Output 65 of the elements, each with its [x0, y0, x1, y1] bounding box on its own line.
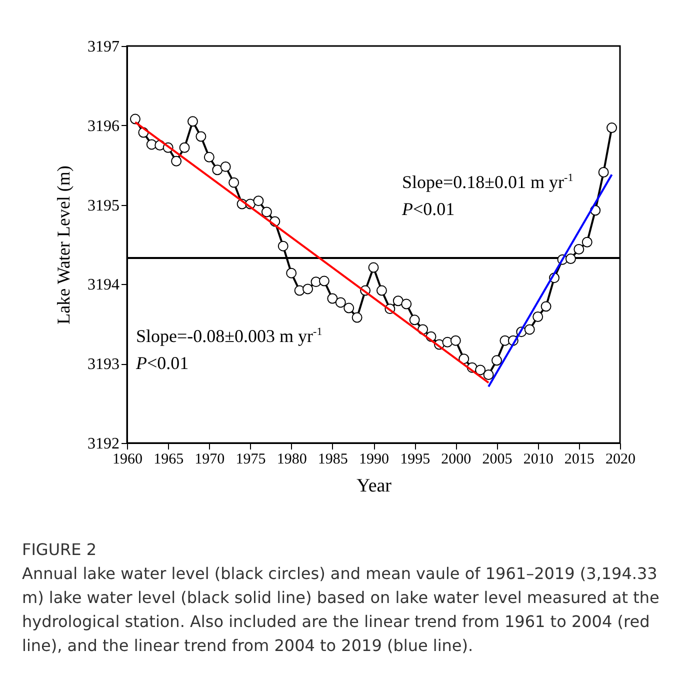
x-tick-label: 2005 — [482, 452, 512, 468]
point — [492, 355, 502, 366]
y-tick-label: 3194 — [88, 276, 120, 294]
x-tick-label: 2020 — [606, 452, 636, 468]
point — [475, 364, 486, 376]
x-tick-label: 1980 — [276, 452, 307, 468]
point — [318, 276, 330, 286]
point — [409, 314, 420, 326]
point — [286, 268, 297, 278]
annotation: Slope=0.18±0.01 m yr$^{-1}$ — [402, 172, 574, 193]
point — [532, 312, 544, 322]
x-tick-label: 1960 — [112, 452, 142, 468]
point — [401, 298, 412, 310]
y-tick-label: 3192 — [88, 436, 120, 452]
x-tick-label: 1990 — [359, 452, 389, 468]
point — [442, 336, 453, 348]
y-tick-label: 3193 — [88, 356, 120, 374]
point — [450, 335, 461, 346]
point — [187, 116, 198, 127]
point — [483, 369, 494, 380]
point — [196, 131, 206, 142]
caption: FIGURE 2 — [22, 539, 97, 561]
annotation: Slope=-0.08±0.003 m yr$^{-1}$ — [136, 326, 322, 347]
y-tick-label: 3197 — [88, 38, 120, 56]
point — [574, 244, 584, 254]
point — [344, 302, 354, 314]
point — [376, 285, 387, 296]
point — [392, 296, 404, 306]
point — [458, 354, 470, 364]
x-tick-label: 1970 — [194, 452, 225, 468]
annotation: P<0.01 — [402, 199, 455, 220]
point — [327, 293, 338, 304]
point — [352, 312, 362, 323]
x-tick-label: 1995 — [400, 452, 430, 468]
point — [565, 254, 576, 264]
point — [524, 324, 535, 335]
y-tick-label: 3195 — [88, 197, 120, 214]
point — [302, 284, 314, 294]
point — [368, 262, 379, 273]
point — [204, 152, 214, 162]
point — [228, 177, 240, 188]
y-axis-title: Lake Water Level (m) — [54, 166, 74, 324]
annotation: P<0.01 — [136, 353, 189, 374]
point — [606, 122, 618, 134]
text: Annual lake water level (black circles) and mean vaule of 1961–2019 (3,194.33 m) lake water level (black solid line) based on lake water level measured at the hydrological station. Also included are the linear trend from 1961 to 2004 (red line), and the linear trend from 2004 to 2019 (blue line). — [22, 563, 660, 657]
x-tick-label: 1975 — [236, 452, 266, 468]
point — [220, 161, 231, 172]
y-tick-label: 3196 — [88, 118, 120, 135]
point — [171, 156, 182, 166]
point — [212, 164, 223, 176]
point — [253, 196, 264, 206]
x-axis-title: Year — [356, 476, 392, 496]
point — [278, 240, 288, 252]
point — [582, 236, 592, 248]
point — [179, 142, 190, 153]
x-tick-label: 1985 — [318, 452, 348, 468]
x-tick-label: 1965 — [154, 452, 184, 468]
point — [540, 301, 552, 312]
point — [130, 114, 140, 124]
point — [598, 167, 609, 178]
x-tick-label: 2000 — [441, 452, 472, 468]
x-tick-label: 2015 — [564, 452, 594, 468]
x-tick-label: 2010 — [523, 452, 554, 468]
point — [261, 206, 272, 218]
point — [335, 297, 346, 308]
